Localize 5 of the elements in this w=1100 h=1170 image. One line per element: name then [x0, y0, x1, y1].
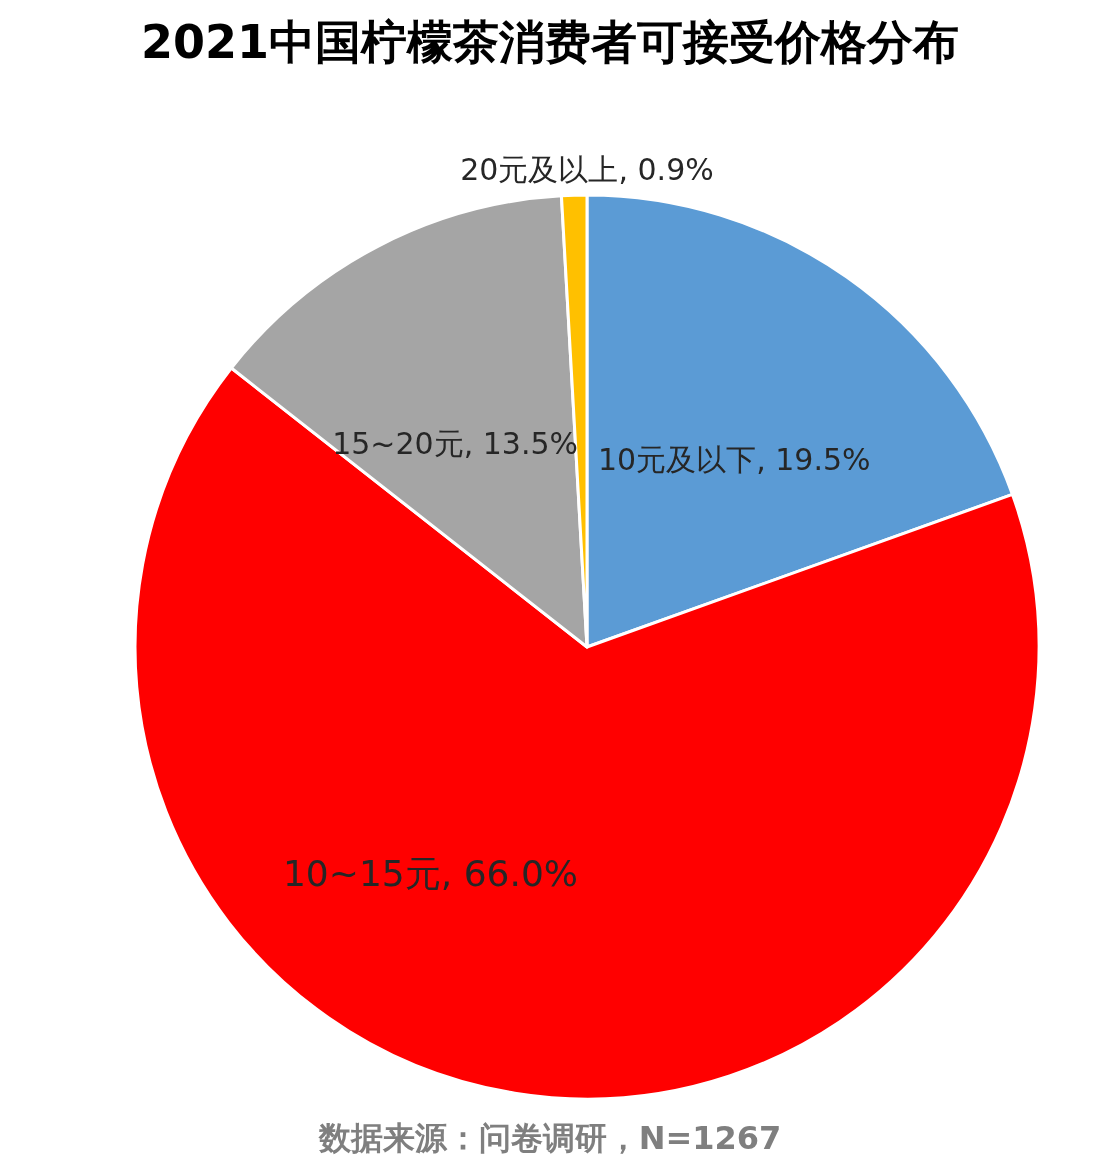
source-note: 数据来源：问卷调研，N=1267	[317, 1119, 782, 1157]
slice-label: 10元及以下, 19.5%	[597, 442, 871, 478]
slice-label: 20元及以上, 0.9%	[460, 151, 714, 187]
chart-title: 2021中国柠檬茶消费者可接受价格分布	[140, 15, 960, 69]
slice-label: 10~15元, 66.0%	[282, 852, 578, 894]
